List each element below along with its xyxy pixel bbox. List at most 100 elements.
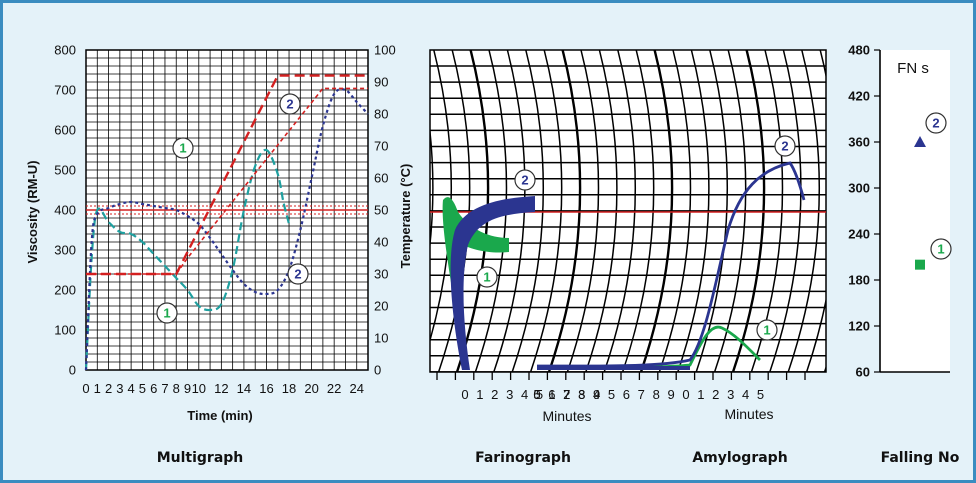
multigraph-label-1-visc: 1 bbox=[163, 306, 170, 321]
farinograph-arc-line bbox=[547, 50, 582, 372]
multigraph-y2-ticks: 0 10 20 30 40 50 60 70 80 90 100 bbox=[374, 43, 396, 378]
multigraph-x-tick-label: 8 bbox=[173, 381, 180, 396]
farinograph-x-axis-label: Minutes bbox=[542, 408, 591, 424]
multigraph-label-2-temp-circle bbox=[279, 93, 301, 115]
amylograph-x-tick-label: 9 bbox=[667, 387, 674, 402]
falling-number-label-2-circle bbox=[925, 112, 947, 134]
farinograph-x-tick-label: 1 bbox=[476, 387, 483, 402]
multigraph-x-tick-label: 20 bbox=[304, 381, 318, 396]
multigraph-x-ticks: 0 1 2 3 4 5 6 7 8 9 10 12 14 16 18 20 22 24 bbox=[82, 381, 364, 396]
falling-number-y-ticks: 60 120 180 240 300 360 420 480 bbox=[848, 43, 870, 380]
falling-number-y-tick-label: 120 bbox=[848, 319, 870, 334]
farinograph-x-tick-label: 4 bbox=[521, 387, 528, 402]
multigraph-temperature-series-2 bbox=[86, 87, 368, 275]
multigraph-y-tick-label: 400 bbox=[54, 203, 76, 218]
amylograph-x-axis-label: Minutes bbox=[724, 406, 773, 422]
farinograph-arc-line bbox=[437, 50, 471, 372]
multigraph-y-tick-label: 0 bbox=[69, 363, 76, 378]
farinograph-x-tick-label: 3 bbox=[506, 387, 513, 402]
amylograph-x-tick-label: 5 bbox=[533, 387, 540, 402]
amylograph-x-tick-label: 6 bbox=[548, 387, 555, 402]
amylograph-label-2: 2 bbox=[781, 139, 788, 154]
amylograph-x-tick-label: 3 bbox=[578, 387, 585, 402]
farinograph-arc-line bbox=[805, 50, 826, 372]
amylograph-x-tick-label: 5 bbox=[608, 387, 615, 402]
falling-number-point-1 bbox=[915, 259, 925, 270]
farinograph-arc-line bbox=[769, 50, 802, 372]
amylograph-x-tick-label: 5 bbox=[757, 387, 764, 402]
multigraph-x-tick-label: 3 bbox=[116, 381, 123, 396]
amylograph-x-tick-label: 7 bbox=[638, 387, 645, 402]
multigraph-y2-tick-label: 100 bbox=[374, 43, 396, 58]
multigraph-y2-tick-label: 60 bbox=[374, 171, 388, 186]
multigraph-caption: Multigraph bbox=[157, 450, 244, 466]
farinograph-series: 1 2 1 2 bbox=[430, 135, 826, 370]
multigraph-x-tick-label: 6 bbox=[150, 381, 157, 396]
farinograph-arc-line bbox=[603, 50, 637, 372]
multigraph-temperature-series-1 bbox=[86, 74, 368, 276]
multigraph-label-2-visc-circle bbox=[287, 263, 309, 285]
farinograph-x-tick-label: 0 bbox=[461, 387, 468, 402]
amylograph-x-tick-label: 1 bbox=[697, 387, 704, 402]
multigraph-x-tick-label: 24 bbox=[349, 381, 363, 396]
farinograph-label-2-circle bbox=[514, 169, 536, 191]
amylograph-x-tick-label: 0 bbox=[533, 387, 540, 402]
multigraph-x-axis-label: Time (min) bbox=[187, 408, 253, 423]
multigraph-viscosity-series-2 bbox=[84, 88, 369, 371]
multigraph-y-tick-label: 200 bbox=[54, 283, 76, 298]
multigraph-x-tick-label: 12 bbox=[214, 381, 228, 396]
farinograph-arc-line bbox=[658, 50, 692, 372]
farinograph-label-1-circle bbox=[476, 266, 498, 288]
multigraph-label-1-visc-circle bbox=[156, 302, 178, 324]
amylograph-caption: Amylograph bbox=[692, 450, 787, 466]
multigraph-x-tick-label: 9 bbox=[184, 381, 191, 396]
farinograph-series-2 bbox=[450, 196, 535, 370]
falling-number-points: 12 bbox=[914, 112, 952, 270]
falling-number-y-tick-label: 60 bbox=[856, 365, 870, 380]
multigraph-x-tick-label: 14 bbox=[237, 381, 251, 396]
multigraph-y2-tick-label: 80 bbox=[374, 107, 388, 122]
multigraph-y-ticks: 0 100 200 300 400 500 600 700 800 bbox=[54, 43, 76, 378]
multigraph-y2-tick-label: 90 bbox=[374, 75, 388, 90]
multigraph-x-tick-label: 5 bbox=[139, 381, 146, 396]
amylograph-x-tick-label: 0 bbox=[682, 387, 689, 402]
farinograph-arc-line bbox=[529, 50, 563, 372]
multigraph-y-tick-label: 300 bbox=[54, 243, 76, 258]
falling-number-y-tick-label: 300 bbox=[848, 181, 870, 196]
farinograph-label-1: 1 bbox=[483, 270, 490, 285]
farinograph-arc-line bbox=[639, 50, 674, 372]
farinograph-label-2: 2 bbox=[521, 173, 528, 188]
multigraph-x-tick-label: 1 bbox=[94, 381, 101, 396]
farinograph-arc-line bbox=[695, 50, 729, 372]
farinograph-caption: Farinograph bbox=[475, 450, 571, 466]
amylograph-x-tick-label: 6 bbox=[623, 387, 630, 402]
multigraph-y2-tick-label: 0 bbox=[374, 363, 381, 378]
farinograph-arc-line bbox=[430, 125, 434, 251]
multigraph-y-tick-label: 800 bbox=[54, 43, 76, 58]
amylograph-label-2-circle bbox=[774, 135, 796, 157]
amylograph-x-tick-label: 4 bbox=[593, 387, 600, 402]
farinograph-arc-line bbox=[566, 50, 600, 372]
farinograph-frame bbox=[429, 49, 827, 373]
farinograph-x-tick-label: 5 bbox=[536, 387, 543, 402]
falling-number-grid bbox=[874, 49, 950, 373]
multigraph-x-tick-label: 4 bbox=[128, 381, 135, 396]
multigraph-y2-tick-label: 70 bbox=[374, 139, 388, 154]
multigraph-y-tick-label: 700 bbox=[54, 83, 76, 98]
amylograph-series-2 bbox=[536, 161, 806, 368]
amylograph-x-tick-label: 7 bbox=[563, 387, 570, 402]
falling-number-plot-area bbox=[880, 50, 950, 372]
amylograph-x-tick-label: 1 bbox=[548, 387, 555, 402]
multigraph-y-tick-label: 500 bbox=[54, 163, 76, 178]
multigraph-y-tick-label: 100 bbox=[54, 323, 76, 338]
multigraph-label-1-temp-circle bbox=[172, 137, 194, 159]
farinograph-arc-line bbox=[585, 50, 618, 372]
multigraph-y2-tick-label: 30 bbox=[374, 267, 388, 282]
amylograph-label-1-circle bbox=[756, 319, 778, 341]
multigraph-y2-axis-label: Temperature (°C) bbox=[398, 164, 413, 269]
farinograph-arc-line bbox=[731, 50, 766, 372]
falling-number-label-1: 1 bbox=[937, 242, 944, 257]
multigraph-y2-tick-label: 20 bbox=[374, 299, 388, 314]
